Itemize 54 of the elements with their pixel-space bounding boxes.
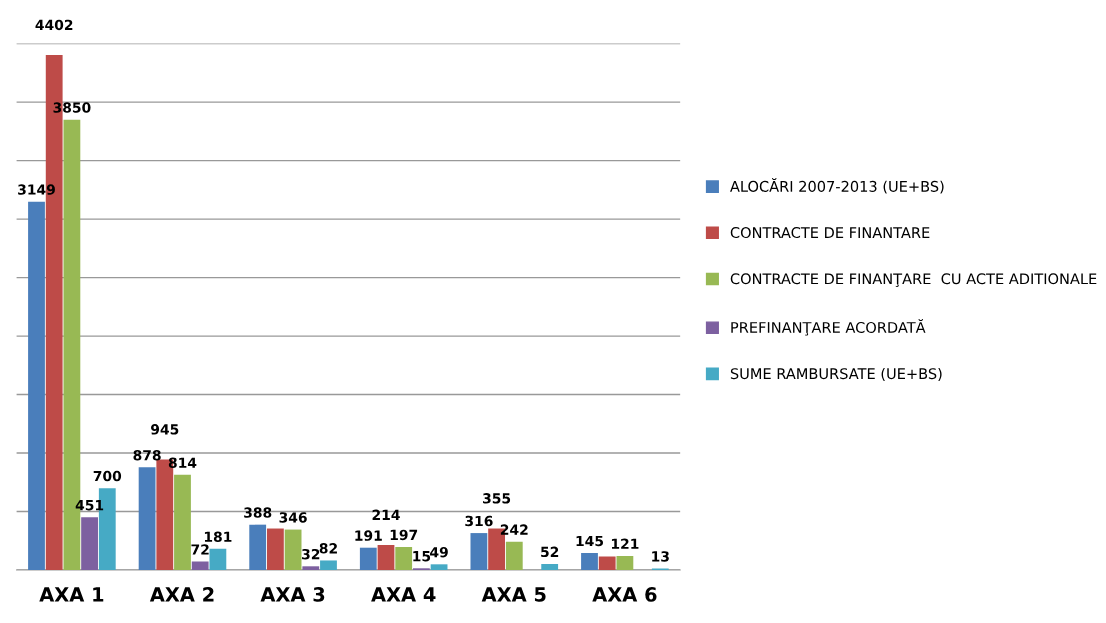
data-label: 181 [204, 531, 232, 543]
data-label: 52 [541, 546, 559, 558]
data-label: 197 [390, 529, 418, 541]
data-label: 878 [133, 449, 161, 461]
data-label: 72 [191, 544, 209, 555]
data-label: 15 [413, 551, 431, 562]
bar [209, 548, 227, 571]
bar [430, 564, 448, 571]
data-label: 945 [151, 424, 179, 435]
legend-label: CONTRACTE DE FINANTARE [730, 227, 930, 239]
x-tick-label: AXA 6 [592, 587, 657, 602]
legend-label: PREFINANŢARE ACORDATĂ [731, 318, 926, 336]
data-label: 388 [244, 507, 272, 518]
bar [598, 556, 616, 571]
x-tick-label: AXA 4 [371, 587, 436, 602]
legend-label: SUME RAMBURSATE (UE+BS) [730, 367, 942, 381]
x-tick-label: AXA 1 [39, 587, 104, 602]
bar [138, 467, 156, 571]
data-label: 346 [279, 512, 307, 523]
data-label: 242 [500, 524, 528, 535]
bar [28, 201, 45, 571]
data-label: 316 [465, 515, 493, 527]
bar [320, 560, 337, 571]
x-tick-label: AXA 3 [260, 587, 325, 602]
data-label: 4402 [35, 19, 73, 31]
bar [616, 555, 634, 571]
data-label: 191 [355, 530, 382, 541]
x-tick-label: AXA 2 [149, 587, 214, 602]
bar [581, 553, 598, 571]
data-label: 32 [302, 548, 320, 560]
bar [191, 561, 209, 571]
data-label: 82 [319, 543, 337, 554]
data-label: 700 [93, 470, 122, 482]
bar [359, 547, 377, 571]
data-label: 214 [372, 509, 400, 520]
legend-label: CONTRACTE DE FINANŢARE CU ACTE ADITIONALE [730, 273, 1097, 287]
bar [470, 533, 488, 571]
data-label: 145 [576, 535, 604, 547]
bar [174, 474, 191, 571]
bar [249, 524, 267, 571]
bar [81, 517, 98, 571]
bar [505, 541, 523, 571]
legend-label: ALOCĂRI 2007-2013 (UE+BS) [730, 177, 944, 194]
data-label: 13 [652, 551, 669, 562]
data-label: 121 [611, 538, 639, 549]
data-label: 49 [430, 546, 448, 558]
bar [377, 545, 395, 571]
bar [541, 563, 559, 571]
bar [302, 566, 320, 571]
x-tick-label: AXA 5 [481, 587, 546, 602]
bar [266, 528, 284, 571]
bar [284, 529, 302, 571]
bar [395, 547, 413, 571]
data-label: 355 [483, 493, 511, 504]
